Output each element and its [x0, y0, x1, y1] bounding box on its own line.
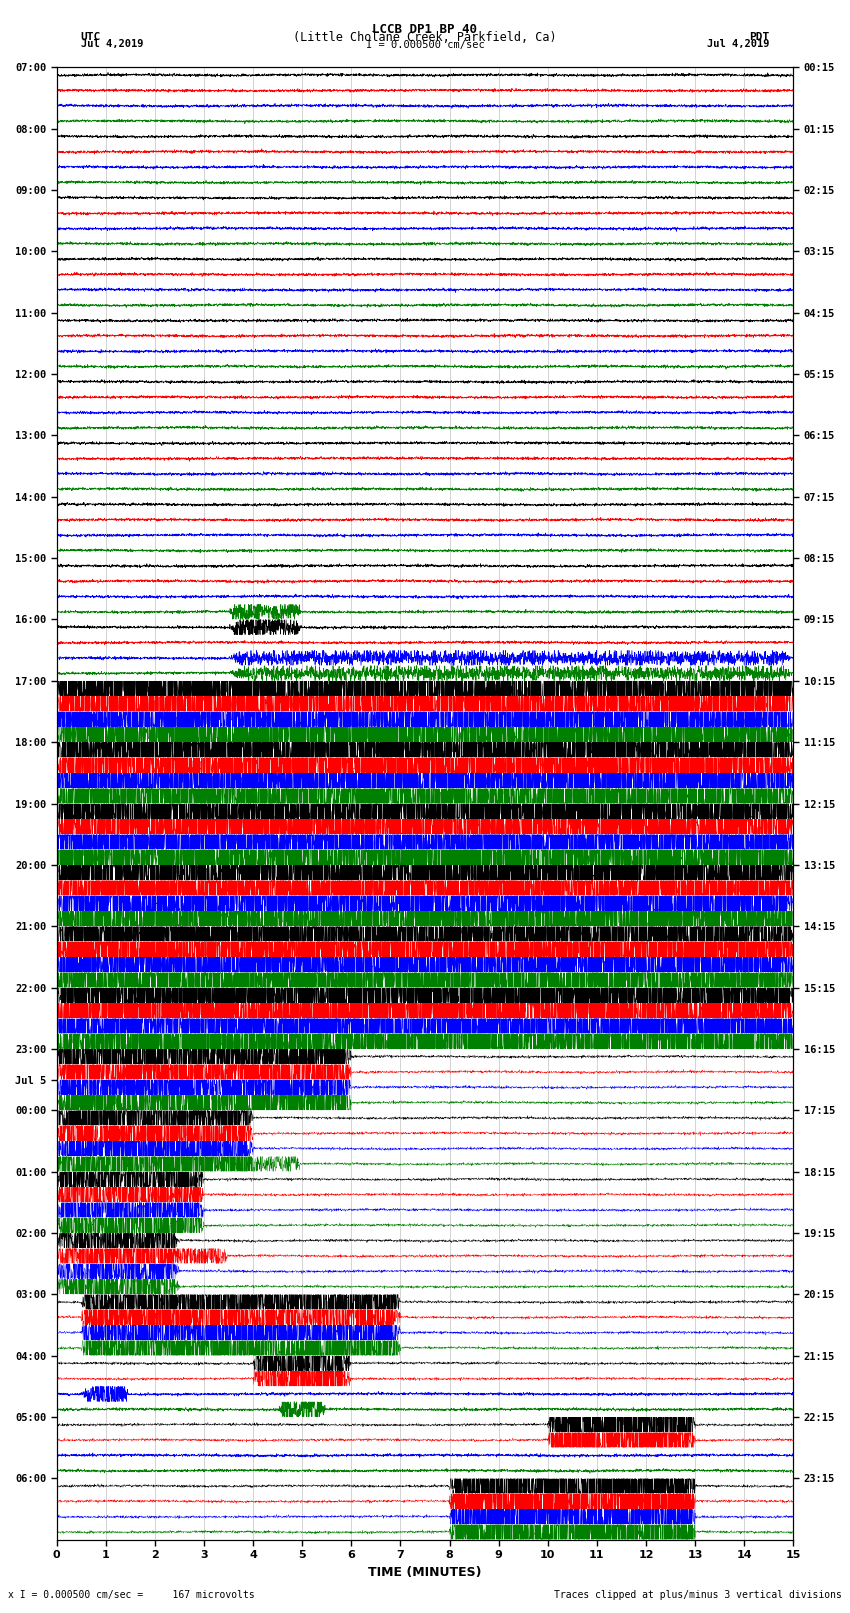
Text: Jul 4,2019: Jul 4,2019: [706, 39, 769, 48]
Text: UTC: UTC: [81, 32, 101, 42]
Text: PDT: PDT: [749, 32, 769, 42]
X-axis label: TIME (MINUTES): TIME (MINUTES): [368, 1566, 482, 1579]
Text: x I = 0.000500 cm/sec =     167 microvolts: x I = 0.000500 cm/sec = 167 microvolts: [8, 1590, 255, 1600]
Text: LCCB DP1 BP 40: LCCB DP1 BP 40: [372, 24, 478, 37]
Text: I = 0.000500 cm/sec: I = 0.000500 cm/sec: [366, 39, 484, 50]
Text: (Little Cholane Creek, Parkfield, Ca): (Little Cholane Creek, Parkfield, Ca): [293, 31, 557, 45]
Text: Jul 4,2019: Jul 4,2019: [81, 39, 144, 48]
Text: Traces clipped at plus/minus 3 vertical divisions: Traces clipped at plus/minus 3 vertical …: [553, 1590, 842, 1600]
